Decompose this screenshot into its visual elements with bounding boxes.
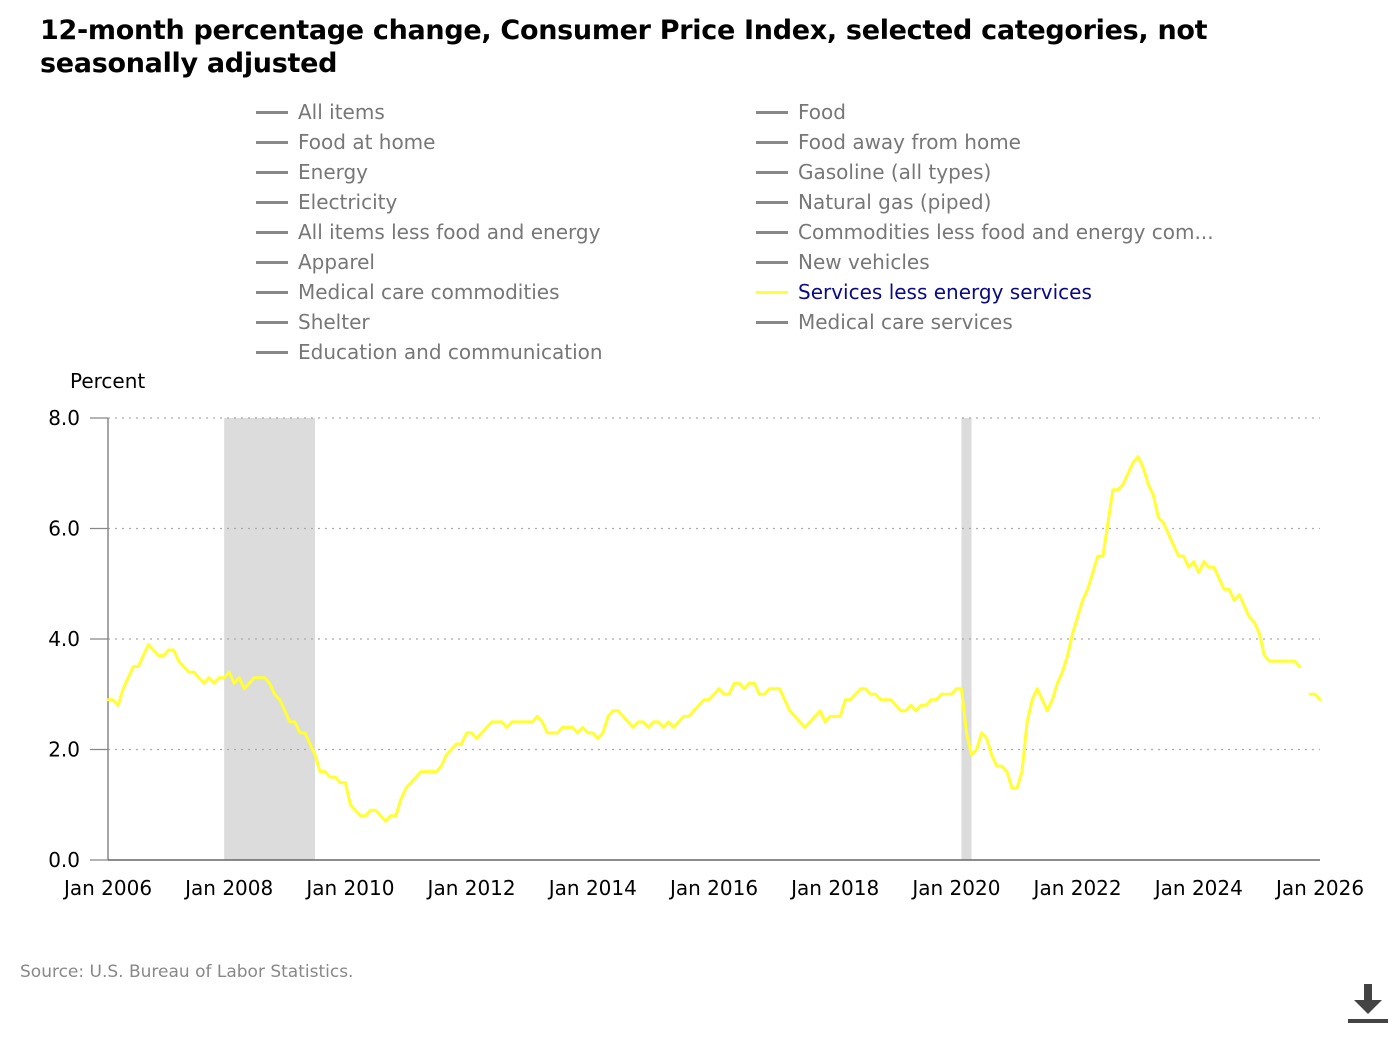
legend-swatch [256, 110, 288, 114]
legend-swatch [256, 260, 288, 264]
legend-item[interactable]: All items less food and energy [256, 218, 600, 246]
y-tick-label: 2.0 [48, 738, 80, 762]
legend-item[interactable]: All items [256, 98, 385, 126]
legend-swatch [756, 290, 788, 294]
legend-swatch [256, 230, 288, 234]
legend-item[interactable]: Services less energy services [756, 278, 1092, 306]
legend-label: All items [298, 100, 385, 124]
x-tick-label: Jan 2026 [1274, 876, 1364, 900]
x-tick-label: Jan 2008 [183, 876, 273, 900]
recession-shading [224, 418, 972, 860]
legend-label: Natural gas (piped) [798, 190, 992, 214]
legend-label: Gasoline (all types) [798, 160, 992, 184]
x-tick-label: Jan 2018 [789, 876, 879, 900]
legend-item[interactable]: Natural gas (piped) [756, 188, 991, 216]
y-axis-label: Percent [70, 369, 145, 393]
legend-item[interactable]: Medical care services [756, 308, 1013, 336]
legend-label: Services less energy services [798, 280, 1092, 304]
y-tick-label: 6.0 [48, 517, 80, 541]
series [106, 455, 1322, 823]
chart-title: 12-month percentage change, Consumer Pri… [40, 15, 1208, 79]
legend-swatch [756, 200, 788, 204]
legend-swatch [256, 290, 288, 294]
download-icon[interactable] [1344, 982, 1392, 1030]
legend-swatch [756, 170, 788, 174]
axis-ticks: 0.0 2.0 4.0 6.0 8.0 Jan 2006 Jan 2008 Jan 2010 J… [48, 406, 1364, 900]
legend-swatch [756, 230, 788, 234]
x-tick-label: Jan 2020 [910, 876, 1000, 900]
legend-label: Energy [298, 160, 369, 184]
series-line[interactable] [106, 455, 1322, 823]
legend-item[interactable]: Energy [256, 158, 368, 186]
legend-label: New vehicles [798, 250, 930, 274]
legend-item[interactable]: Shelter [256, 308, 370, 336]
legend-item[interactable]: Medical care commodities [256, 278, 559, 306]
legend-item[interactable]: Food [756, 98, 846, 126]
legend-label: Medical care services [798, 310, 1013, 334]
legend-swatch [756, 110, 788, 114]
legend-swatch [256, 170, 288, 174]
recession-band [961, 418, 972, 860]
gridlines [108, 417, 1320, 751]
legend-swatch [256, 350, 288, 354]
chart-area: Percent 0.0 2.0 4.0 6.0 8.0 Jan 2006 Jan 2008 J… [48, 369, 1364, 900]
x-tick-label: Jan 2014 [547, 876, 637, 900]
legend: All items Food at home Energy Electricity Al… [0, 98, 1400, 370]
legend-item[interactable]: Apparel [256, 248, 375, 276]
legend-swatch [756, 260, 788, 264]
legend-label: Food at home [298, 130, 436, 154]
legend-swatch [256, 320, 288, 324]
x-tick-label: Jan 2024 [1153, 876, 1243, 900]
legend-item[interactable]: Commodities less food and energy com... [756, 218, 1214, 246]
x-tick-label: Jan 2012 [426, 876, 516, 900]
x-tick-label: Jan 2006 [62, 876, 152, 900]
y-tick-label: 0.0 [48, 848, 80, 872]
x-tick-label: Jan 2016 [668, 876, 758, 900]
legend-label: Education and communication [298, 340, 603, 364]
legend-label: All items less food and energy [298, 220, 601, 244]
legend-label: Food [798, 100, 846, 124]
y-tick-label: 4.0 [48, 627, 80, 651]
legend-label: Shelter [298, 310, 370, 334]
legend-swatch [256, 140, 288, 144]
y-tick-label: 8.0 [48, 406, 80, 430]
legend-item[interactable]: Food away from home [756, 128, 1021, 156]
legend-item[interactable]: New vehicles [756, 248, 930, 276]
legend-item[interactable]: Food at home [256, 128, 435, 156]
x-tick-label: Jan 2022 [1032, 876, 1122, 900]
legend-label: Apparel [298, 250, 375, 274]
legend-swatch [256, 200, 288, 204]
legend-label: Food away from home [798, 130, 1021, 154]
legend-item[interactable]: Education and communication [256, 338, 603, 366]
legend-label: Commodities less food and energy com... [798, 220, 1214, 244]
legend-swatch [756, 140, 788, 144]
x-tick-label: Jan 2010 [304, 876, 394, 900]
legend-swatch [756, 320, 788, 324]
source-note: Source: U.S. Bureau of Labor Statistics. [20, 962, 354, 982]
legend-label: Medical care commodities [298, 280, 560, 304]
legend-label: Electricity [298, 190, 398, 214]
legend-item[interactable]: Gasoline (all types) [756, 158, 991, 186]
legend-item[interactable]: Electricity [256, 188, 397, 216]
